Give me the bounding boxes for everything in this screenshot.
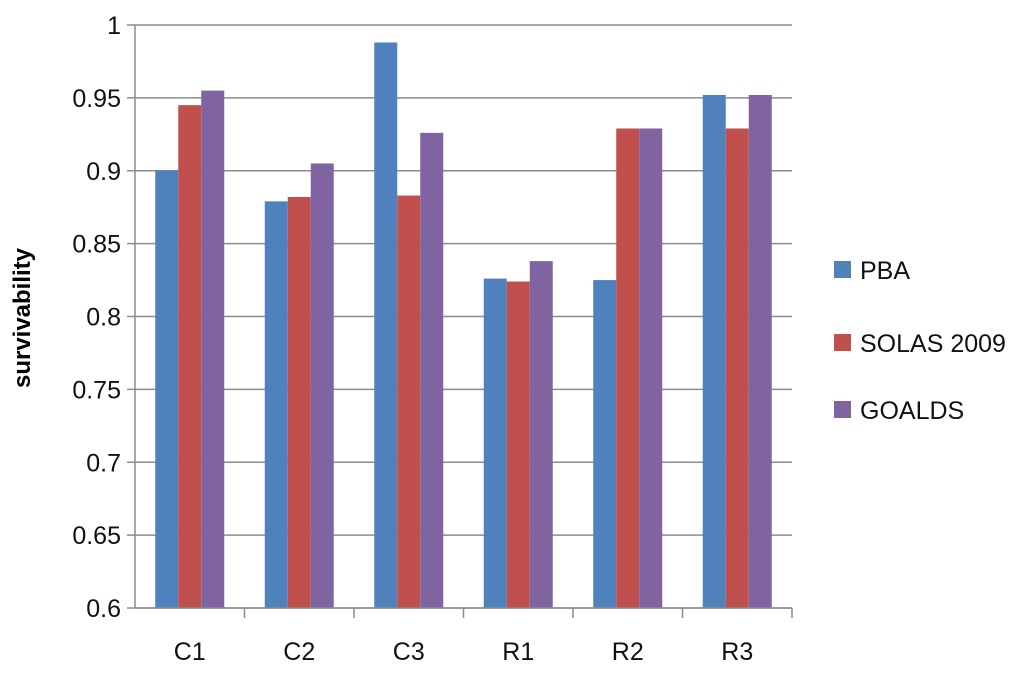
legend-swatch: [834, 401, 851, 418]
y-axis-label: survivability: [9, 247, 36, 388]
legend-swatch: [834, 334, 851, 351]
bar-goalds-r1: [529, 261, 553, 608]
bar-solas-2009-c1: [178, 105, 202, 608]
legend-label: SOLAS 2009: [860, 330, 1006, 358]
y-tick-label: 0.85: [72, 231, 121, 259]
y-tick-label: 1: [107, 12, 121, 40]
bar-goalds-r2: [639, 128, 663, 609]
bar-solas-2009-r1: [506, 281, 530, 608]
bar-solas-2009-r3: [725, 128, 749, 609]
bar-solas-2009-r2: [616, 128, 640, 609]
y-tick-label: 0.9: [86, 158, 121, 186]
legend: PBA SOLAS 2009 GOALDS: [834, 257, 1006, 425]
y-tick-labels: 0.6 0.65 0.7 0.75 0.8 0.85 0.9 0.95 1: [72, 12, 121, 623]
legend-swatch: [834, 261, 851, 278]
x-tick-label: R1: [502, 638, 534, 666]
bar-goalds-r3: [748, 94, 772, 608]
y-tick-label: 0.75: [72, 376, 121, 404]
y-tick-label: 0.8: [86, 304, 121, 332]
bar-pba-r2: [593, 280, 617, 608]
bar-pba-c2: [264, 201, 288, 609]
x-tick-label: R2: [612, 638, 644, 666]
bar-pba-c3: [374, 42, 398, 609]
bar-pba-c1: [155, 170, 179, 608]
y-tick-label: 0.6: [86, 595, 121, 623]
axes: [134, 25, 793, 618]
x-tick-label: C1: [174, 638, 206, 666]
gridlines: [127, 24, 792, 609]
y-tick-label: 0.65: [72, 522, 121, 550]
y-tick-label: 0.95: [72, 85, 121, 113]
bar-goalds-c2: [310, 163, 334, 608]
bars: [155, 42, 772, 609]
bar-solas-2009-c3: [397, 195, 421, 608]
bar-pba-r3: [702, 94, 726, 608]
legend-label: PBA: [860, 257, 910, 285]
x-tick-labels: C1 C2 C3 R1 R2 R3: [174, 638, 753, 666]
x-tick-label: R3: [721, 638, 753, 666]
bar-pba-r1: [483, 278, 507, 608]
bar-goalds-c3: [420, 132, 444, 609]
bar-solas-2009-c2: [287, 196, 311, 609]
y-tick-label: 0.7: [86, 449, 121, 477]
bar-goalds-c1: [201, 90, 225, 608]
x-tick-label: C2: [283, 638, 315, 666]
x-tick-label: C3: [393, 638, 425, 666]
legend-label: GOALDS: [860, 397, 964, 425]
